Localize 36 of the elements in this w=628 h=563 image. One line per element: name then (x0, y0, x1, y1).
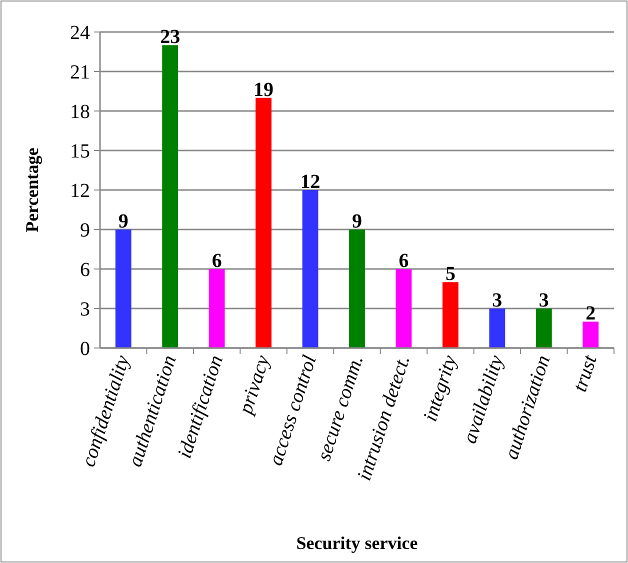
data-label: 23 (160, 26, 180, 48)
data-label: 6 (398, 250, 409, 272)
bar (115, 230, 132, 348)
x-tick-label: privacy (234, 352, 274, 418)
data-label: 2 (586, 302, 596, 325)
bar (256, 98, 272, 348)
y-tick-label: 6 (80, 259, 90, 281)
x-tick-label: integrity (419, 352, 462, 424)
y-tick-label: 9 (80, 220, 90, 242)
bar (349, 230, 365, 348)
y-tick-label: 12 (70, 180, 90, 202)
x-axis-title: Security service (296, 533, 418, 553)
y-tick-label: 24 (70, 22, 90, 44)
bar (302, 190, 318, 348)
data-label: 19 (254, 78, 274, 101)
bar (536, 308, 552, 348)
data-label: 9 (118, 210, 128, 232)
data-label: 6 (212, 250, 222, 272)
bar (489, 308, 506, 348)
y-tick-label: 0 (80, 338, 90, 360)
bar (162, 45, 178, 348)
data-label: 5 (445, 263, 456, 286)
bar (396, 269, 412, 348)
bar (582, 322, 599, 348)
y-tick-label: 18 (70, 101, 90, 123)
y-tick-label: 21 (70, 62, 90, 84)
bar (208, 269, 225, 348)
data-label: 9 (352, 210, 362, 232)
y-tick-label: 3 (80, 298, 90, 320)
bar (442, 282, 458, 348)
x-tick-label: trust (569, 352, 602, 394)
data-label: 3 (538, 290, 549, 312)
y-axis-title: Percentage (22, 148, 42, 232)
y-tick-label: 15 (70, 140, 90, 162)
data-label: 12 (300, 171, 320, 193)
data-label: 3 (492, 290, 502, 312)
